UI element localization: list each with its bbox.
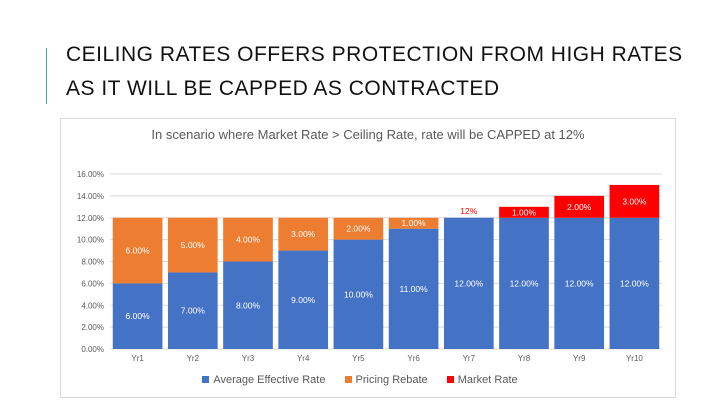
chart-frame [60, 118, 676, 398]
bar-segment [554, 217, 605, 349]
bar-segment [223, 217, 273, 262]
bar-segment [554, 195, 605, 218]
data-label: 3.00% [622, 196, 647, 206]
legend-label: Pricing Rebate [355, 374, 428, 386]
legend-label: Average Effective Rate [213, 374, 326, 386]
y-tick-label: 12.00% [77, 214, 104, 223]
data-label: 12.00% [454, 278, 483, 288]
x-tick-label: Yr1 [131, 354, 144, 363]
data-label: 1.00% [512, 207, 537, 217]
chart-legend: Average Effective Rate Pricing Rebate Ma… [0, 374, 720, 386]
data-label: 4.00% [236, 235, 261, 245]
data-label: 3.00% [291, 229, 316, 239]
bar-segment [333, 217, 384, 240]
x-tick-label: Yr9 [573, 354, 586, 363]
chart-title: In scenario where Market Rate > Ceiling … [151, 127, 585, 142]
x-tick-label: Yr7 [463, 354, 476, 363]
y-tick-label: 10.00% [77, 236, 104, 245]
data-label: 7.00% [181, 306, 206, 316]
bar-segment [112, 283, 163, 349]
data-label: 12% [460, 206, 477, 216]
bar-segment [388, 228, 439, 349]
data-label: 2.00% [567, 202, 592, 212]
x-tick-label: Yr10 [626, 354, 643, 363]
data-label: 1.00% [402, 218, 427, 228]
y-tick-label: 14.00% [77, 192, 104, 201]
data-label: 12.00% [510, 278, 539, 288]
x-tick-label: Yr6 [407, 354, 420, 363]
bar-segment [278, 250, 329, 349]
legend-label: Market Rate [457, 374, 518, 386]
legend-swatch [202, 376, 210, 383]
bar-segment [609, 217, 660, 349]
bar-segment [499, 217, 549, 349]
bar-segment [499, 206, 549, 218]
data-label: 8.00% [236, 300, 261, 310]
bar-segment [609, 184, 660, 218]
x-tick-label: Yr8 [518, 354, 531, 363]
bar-segment [112, 217, 163, 284]
data-label: 6.00% [126, 311, 151, 321]
y-tick-label: 16.00% [77, 170, 104, 179]
data-label: 5.00% [181, 240, 206, 250]
x-tick-label: Yr5 [352, 354, 365, 363]
data-label: 2.00% [346, 224, 371, 234]
data-label: 12.00% [620, 278, 649, 288]
data-label: 6.00% [126, 246, 151, 256]
legend-swatch [344, 376, 352, 383]
data-label: 10.00% [344, 289, 373, 299]
bar-segment [223, 261, 273, 349]
legend-item-rebate: Pricing Rebate [344, 374, 428, 386]
y-tick-label: 0.00% [81, 345, 104, 354]
data-label: 11.00% [399, 284, 428, 294]
x-tick-label: Yr2 [187, 354, 200, 363]
x-tick-label: Yr4 [297, 354, 310, 363]
legend-item-effective: Average Effective Rate [202, 374, 325, 386]
data-label: 12.00% [565, 278, 594, 288]
bar-segment [278, 217, 329, 251]
bar-segment [333, 239, 384, 349]
title-accent-line [46, 48, 47, 104]
bar-segment [167, 217, 218, 273]
y-tick-label: 8.00% [81, 258, 104, 267]
slide-title: CEILING RATES OFFERS PROTECTION FROM HIG… [66, 43, 683, 100]
data-label: 9.00% [291, 295, 316, 305]
bar-segment [443, 217, 494, 349]
x-tick-label: Yr3 [242, 354, 255, 363]
legend-swatch [446, 376, 454, 383]
y-tick-label: 2.00% [81, 323, 104, 332]
bar-segment [388, 217, 439, 229]
y-tick-label: 4.00% [81, 301, 104, 310]
legend-item-market: Market Rate [446, 374, 518, 386]
y-tick-label: 6.00% [81, 279, 104, 288]
bar-segment [167, 272, 218, 349]
